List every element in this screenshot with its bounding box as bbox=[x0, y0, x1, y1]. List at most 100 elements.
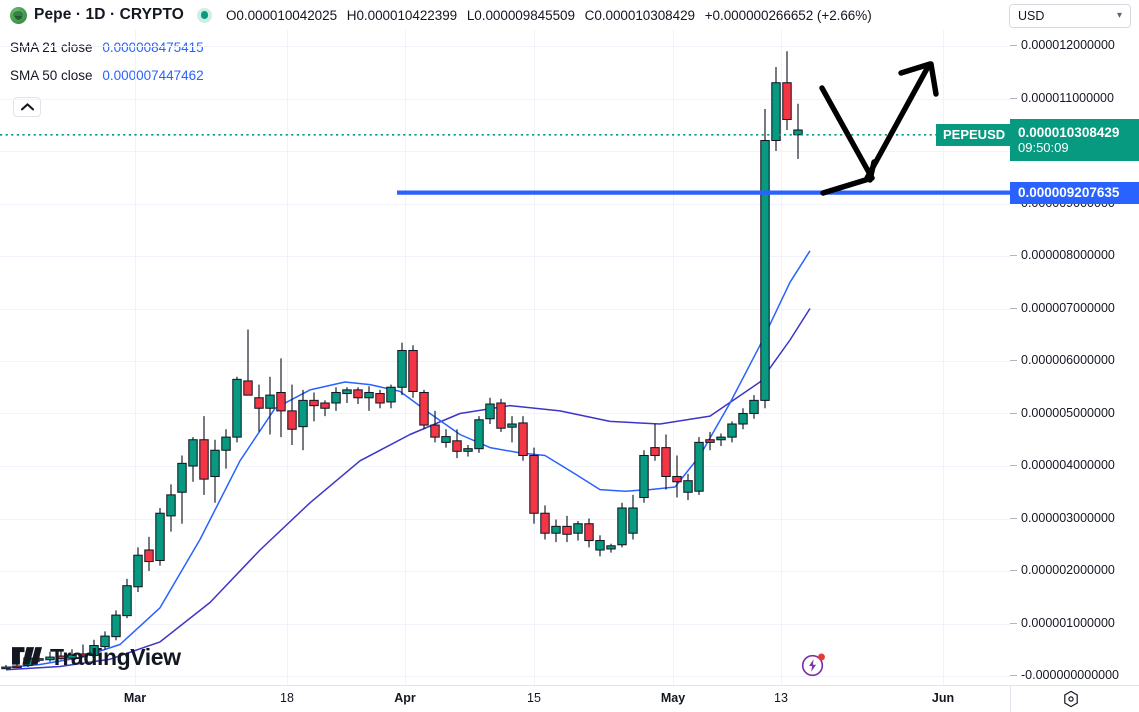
pepe-coin-icon bbox=[10, 6, 27, 24]
candlestick bbox=[45, 651, 55, 662]
candlestick bbox=[683, 473, 693, 501]
candlestick bbox=[254, 384, 264, 432]
candlestick bbox=[518, 416, 528, 461]
gridline-horizontal bbox=[0, 361, 1010, 362]
chevron-up-icon bbox=[20, 103, 34, 111]
gridline-vertical bbox=[673, 30, 674, 685]
candlestick bbox=[265, 376, 275, 435]
sma21-label: SMA 21 close bbox=[10, 40, 93, 55]
current-price-value: 0.000010308429 bbox=[1018, 124, 1120, 140]
time-axis-label: 13 bbox=[774, 691, 788, 705]
candlestick bbox=[331, 387, 341, 411]
candlestick bbox=[386, 384, 396, 409]
candlestick bbox=[441, 429, 451, 448]
candlestick-series bbox=[0, 51, 1010, 671]
candlestick bbox=[617, 502, 627, 548]
candlestick bbox=[111, 610, 121, 641]
collapse-legend-button[interactable] bbox=[13, 97, 41, 117]
candlestick bbox=[177, 455, 187, 524]
candlestick bbox=[573, 521, 583, 541]
tick-dash bbox=[1010, 412, 1017, 414]
currency-value: USD bbox=[1018, 9, 1045, 23]
up-arrow-drawing[interactable] bbox=[864, 61, 939, 181]
candlestick bbox=[232, 376, 242, 443]
tick-label: 0.000003000000 bbox=[1021, 510, 1115, 525]
indicator-legend-sma50[interactable]: SMA 50 close 0.000007447462 bbox=[10, 68, 204, 83]
gridline-vertical bbox=[287, 30, 288, 685]
candlestick bbox=[650, 424, 660, 461]
tick-label: 0.000008000000 bbox=[1021, 248, 1115, 262]
symbol-title[interactable]: Pepe · 1D · CRYPTO bbox=[34, 6, 184, 23]
candlestick bbox=[639, 450, 649, 503]
candlestick bbox=[507, 416, 517, 443]
price-axis-tick: 0.000008000000 bbox=[1010, 248, 1115, 262]
tick-label: 0.000012000000 bbox=[1021, 38, 1115, 52]
sma21-line bbox=[5, 250, 811, 669]
gridline-horizontal bbox=[0, 519, 1010, 520]
price-axis-tick: 0.000004000000 bbox=[1010, 458, 1115, 472]
tradingview-watermark: TradingView bbox=[12, 644, 181, 671]
ohlc-low: L0.000009845509 bbox=[466, 7, 575, 23]
tick-label: 0.000006000000 bbox=[1021, 353, 1115, 367]
candlestick bbox=[144, 536, 154, 571]
price-axis-tick: 0.000011000000 bbox=[1010, 91, 1114, 105]
candlestick bbox=[738, 408, 748, 430]
candlestick bbox=[298, 389, 308, 451]
sma50-label: SMA 50 close bbox=[10, 68, 93, 83]
tick-dash bbox=[1010, 517, 1017, 519]
price-axis-tick: 0.000005000000 bbox=[1010, 406, 1115, 420]
candlestick bbox=[397, 342, 407, 396]
candlestick bbox=[584, 518, 594, 548]
time-axis[interactable]: Mar 18 Apr 15 May 13 Jun bbox=[0, 686, 1139, 712]
candlestick bbox=[672, 455, 682, 498]
time-axis-label: Mar bbox=[123, 691, 147, 705]
sma21-value: 0.000008475415 bbox=[102, 40, 204, 55]
tick-label: 0.000004000000 bbox=[1021, 458, 1115, 472]
tick-label: 0.000002000000 bbox=[1021, 563, 1115, 577]
tradingview-logo-icon bbox=[12, 647, 42, 665]
time-axis-divider bbox=[0, 685, 1139, 686]
gridline-horizontal bbox=[0, 676, 1010, 677]
candlestick bbox=[56, 650, 66, 660]
tick-label: 0.000011000000 bbox=[1021, 90, 1114, 105]
candlestick bbox=[1, 664, 11, 670]
gridline-horizontal bbox=[0, 256, 1010, 257]
gridline-horizontal bbox=[0, 309, 1010, 310]
chart-plot-area[interactable] bbox=[0, 30, 1010, 685]
sma50-value: 0.000007447462 bbox=[102, 68, 204, 83]
candlestick bbox=[595, 535, 605, 557]
gridline-vertical bbox=[781, 30, 782, 685]
symbol-legend: Pepe · 1D · CRYPTO O0.000010042025 H0.00… bbox=[10, 4, 872, 26]
candlestick bbox=[606, 543, 616, 553]
tick-label: 0.000001000000 bbox=[1021, 615, 1115, 630]
candlestick bbox=[221, 429, 231, 469]
price-axis-tick: 0.000007000000 bbox=[1010, 301, 1115, 315]
candlestick bbox=[243, 329, 253, 396]
resistance-price-tag: 0.000009207635 bbox=[1010, 181, 1139, 204]
symbol-price-badge: PEPEUSD bbox=[936, 123, 1013, 146]
lightning-bolt-icon[interactable] bbox=[801, 652, 826, 677]
ohlc-high: H0.000010422399 bbox=[346, 7, 458, 23]
ohlc-legend: O0.000010042025 H0.000010422399 L0.00000… bbox=[226, 8, 872, 23]
candlestick bbox=[782, 51, 792, 130]
candlestick bbox=[793, 103, 803, 159]
tick-dash bbox=[1010, 97, 1017, 99]
chart-settings-icon[interactable] bbox=[1062, 690, 1080, 708]
currency-selector[interactable]: USD ▾ bbox=[1009, 4, 1131, 28]
candlestick bbox=[496, 398, 506, 432]
candlestick bbox=[155, 508, 165, 566]
candlestick bbox=[529, 447, 539, 524]
candlestick bbox=[694, 437, 704, 495]
candlestick bbox=[287, 384, 297, 445]
candlestick bbox=[309, 392, 319, 422]
gridline-horizontal bbox=[0, 151, 1010, 152]
tick-label: -0.000000000000 bbox=[1021, 668, 1120, 682]
current-price-tag: 0.000010308429 09:50:09 bbox=[1010, 118, 1139, 161]
candlestick bbox=[199, 416, 209, 495]
candlestick bbox=[419, 389, 429, 430]
current-price-time: 09:50:09 bbox=[1018, 139, 1069, 155]
tick-dash bbox=[1010, 675, 1017, 677]
indicator-legend-sma21[interactable]: SMA 21 close 0.000008475415 bbox=[10, 40, 204, 55]
candlestick bbox=[705, 431, 715, 451]
candlestick bbox=[562, 515, 572, 543]
